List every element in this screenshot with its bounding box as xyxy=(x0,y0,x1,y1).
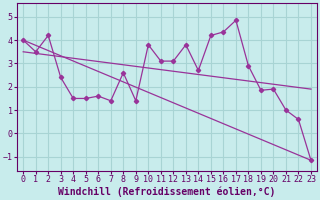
X-axis label: Windchill (Refroidissement éolien,°C): Windchill (Refroidissement éolien,°C) xyxy=(58,187,276,197)
